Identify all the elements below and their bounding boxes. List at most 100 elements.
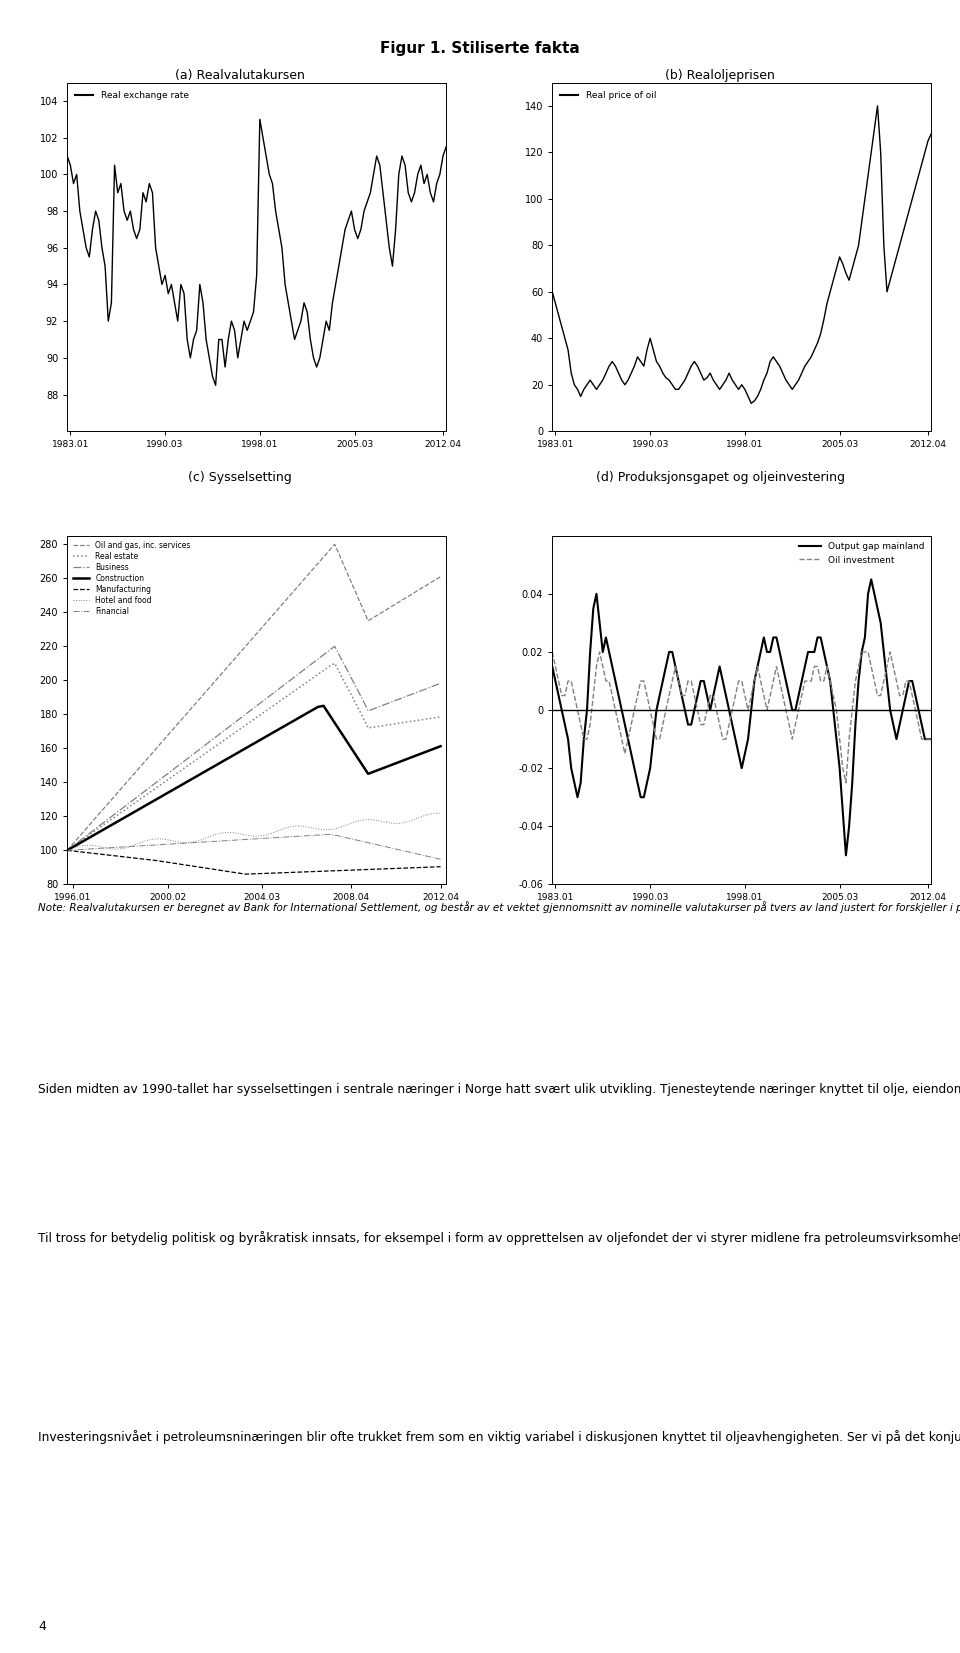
Hotel and food (396, 813, 407, 833)
Construction (218, 750, 229, 770)
Business (401, 686, 413, 706)
Financial (274, 828, 285, 848)
Line: Output gap mainland: Output gap mainland (552, 579, 931, 855)
Line: Oil investment: Oil investment (552, 651, 931, 782)
Construction (274, 719, 285, 739)
Manufacturing (284, 863, 296, 883)
Construction (145, 792, 156, 812)
Business (61, 840, 73, 860)
Real estate (329, 653, 341, 673)
Oil investment (803, 671, 814, 691)
Oil and gas, inc. services (61, 840, 73, 860)
Text: (b) Realoljeprisen: (b) Realoljeprisen (665, 69, 775, 83)
Financial (151, 835, 162, 855)
Real estate (435, 707, 446, 727)
Manufacturing (61, 840, 73, 860)
Line: Business: Business (67, 646, 441, 850)
Output gap mainland (925, 729, 937, 749)
Manufacturing (240, 865, 252, 884)
Business (145, 777, 156, 797)
Text: Figur 1. Stiliserte fakta: Figur 1. Stiliserte fakta (380, 41, 580, 56)
Business (278, 674, 290, 694)
Output gap mainland (803, 641, 814, 661)
Oil investment (783, 714, 795, 734)
Real estate (278, 688, 290, 707)
Manufacturing (151, 851, 162, 871)
Output gap mainland (906, 671, 918, 691)
Output gap mainland (708, 686, 719, 706)
Hotel and food (274, 820, 285, 840)
Oil investment (635, 671, 646, 691)
Manufacturing (145, 850, 156, 869)
Business (329, 636, 341, 656)
Manufacturing (435, 856, 446, 876)
Oil and gas, inc. services (329, 534, 341, 554)
Construction (278, 716, 290, 736)
Business (218, 721, 229, 741)
Output gap mainland (840, 845, 852, 865)
Real estate (401, 712, 413, 732)
Manufacturing (401, 858, 413, 878)
Legend: Output gap mainland, Oil investment: Output gap mainland, Oil investment (797, 541, 926, 567)
Construction (318, 696, 329, 716)
Financial (435, 850, 446, 869)
Text: (c) Sysselsetting: (c) Sysselsetting (188, 471, 292, 484)
Line: Oil and gas, inc. services: Oil and gas, inc. services (67, 544, 441, 850)
Financial (61, 840, 73, 860)
Hotel and food (145, 830, 156, 850)
Output gap mainland (866, 569, 877, 588)
Real estate (274, 693, 285, 712)
Financial (401, 841, 413, 861)
Hotel and food (151, 828, 162, 848)
Oil and gas, inc. services (218, 661, 229, 681)
Oil investment (708, 686, 719, 706)
Business (151, 772, 162, 792)
Text: Til tross for betydelig politisk og byråkratisk innsats, for eksempel i form av : Til tross for betydelig politisk og byrå… (38, 1231, 960, 1245)
Financial (218, 831, 229, 851)
Construction (151, 790, 162, 810)
Financial (278, 826, 290, 846)
Oil investment (585, 714, 596, 734)
Output gap mainland (585, 641, 596, 661)
Real estate (145, 782, 156, 802)
Oil and gas, inc. services (151, 739, 162, 759)
Oil investment (546, 641, 558, 661)
Output gap mainland (635, 787, 646, 807)
Business (435, 673, 446, 693)
Hotel and food (278, 818, 290, 838)
Line: Real estate: Real estate (67, 663, 441, 850)
Text: 4: 4 (38, 1620, 46, 1633)
Output gap mainland (546, 656, 558, 676)
Construction (401, 749, 413, 769)
Line: Financial: Financial (67, 835, 441, 860)
Hotel and food (435, 803, 446, 823)
Line: Hotel and food: Hotel and food (67, 813, 441, 850)
Text: (a) Realvalutakursen: (a) Realvalutakursen (175, 69, 305, 83)
Oil and gas, inc. services (278, 592, 290, 612)
Manufacturing (218, 861, 229, 881)
Oil investment (840, 772, 852, 792)
Text: Investeringsnivået i petroleumsninæringen blir ofte trukket frem som en viktig v: Investeringsnivået i petroleumsninæringe… (38, 1430, 960, 1443)
Real estate (218, 731, 229, 750)
Legend: Real exchange rate: Real exchange rate (72, 88, 192, 104)
Construction (61, 840, 73, 860)
Text: Siden midten av 1990-tallet har sysselsettingen i sentrale næringer i Norge hatt: Siden midten av 1990-tallet har sysselse… (38, 1083, 960, 1096)
Real estate (61, 840, 73, 860)
Line: Manufacturing: Manufacturing (67, 850, 441, 874)
Oil investment (903, 671, 915, 691)
Manufacturing (278, 863, 290, 883)
Business (274, 679, 285, 699)
Output gap mainland (783, 686, 795, 706)
Real estate (151, 779, 162, 798)
Text: Note: Realvalutakursen er beregnet av Bank for International Settlement, og best: Note: Realvalutakursen er beregnet av Ba… (38, 901, 960, 912)
Line: Construction: Construction (67, 706, 441, 850)
Oil and gas, inc. services (274, 598, 285, 618)
Legend: Oil and gas, inc. services, Real estate, Business, Construction, Manufacturing, : Oil and gas, inc. services, Real estate,… (71, 539, 192, 617)
Construction (435, 736, 446, 755)
Financial (324, 825, 335, 845)
Oil and gas, inc. services (435, 567, 446, 587)
Oil and gas, inc. services (145, 746, 156, 765)
Hotel and food (423, 805, 435, 825)
Oil investment (925, 729, 937, 749)
Text: (d) Produksjonsgapet og oljeinvestering: (d) Produksjonsgapet og oljeinvestering (595, 471, 845, 484)
